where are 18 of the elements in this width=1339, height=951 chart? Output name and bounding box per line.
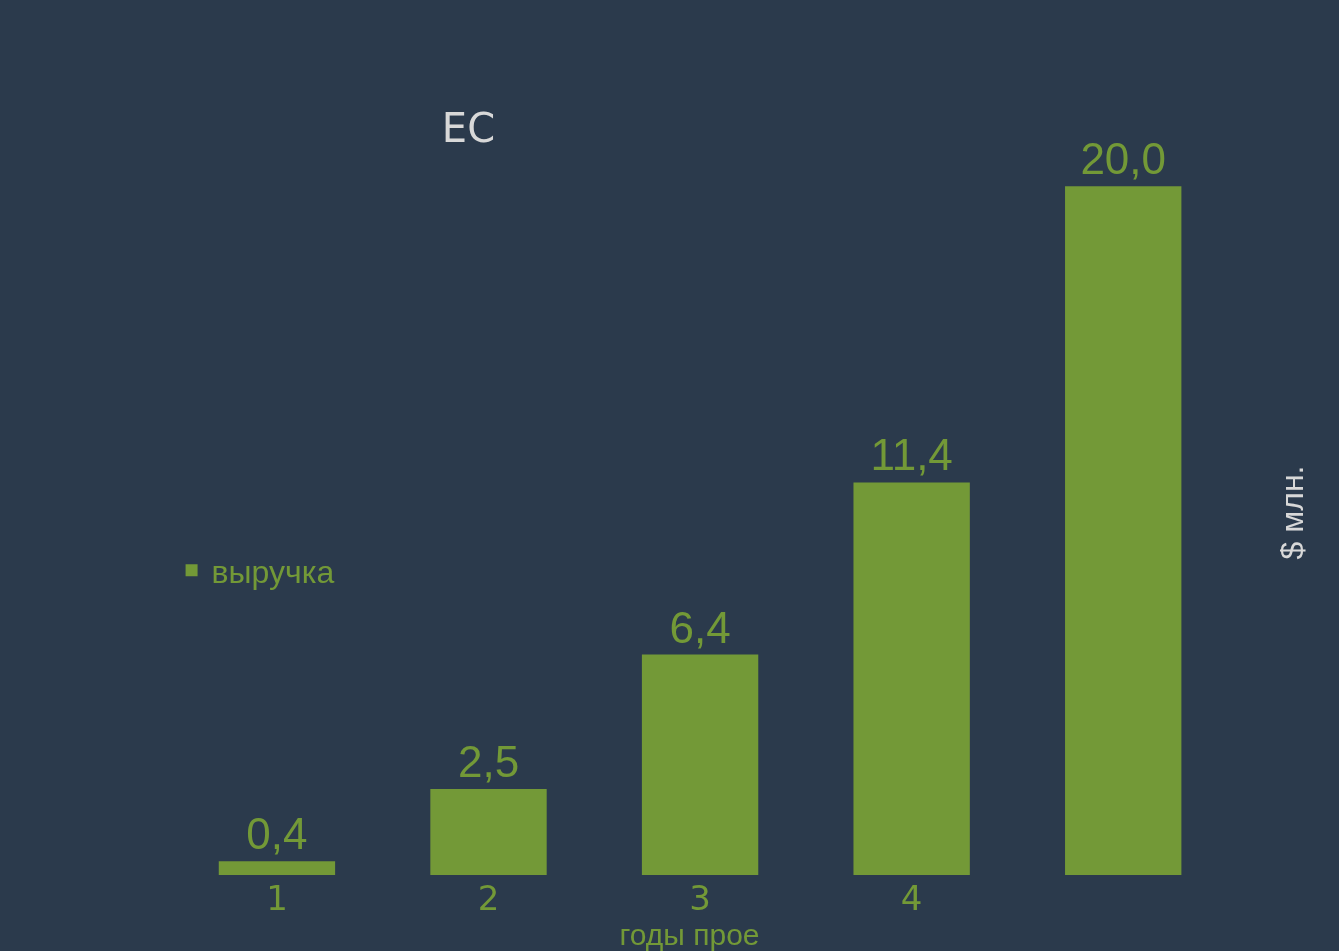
data-label: 11,4 xyxy=(870,430,953,480)
x-tick-label: 1 xyxy=(266,878,288,918)
legend-label: выручка xyxy=(211,553,335,590)
chart-title: ЕС xyxy=(441,105,496,152)
data-label: 20,0 xyxy=(1080,134,1167,184)
x-tick-label: 2 xyxy=(477,878,500,918)
bar xyxy=(1065,186,1182,875)
x-tick-label: 3 xyxy=(689,878,711,918)
data-label: 0,4 xyxy=(246,809,308,859)
data-label: 2,5 xyxy=(457,736,520,786)
bar xyxy=(430,788,547,875)
bar xyxy=(853,482,970,875)
x-axis-title: годы прое xyxy=(619,918,760,951)
bar xyxy=(218,861,336,875)
y-axis-title: $ млн. xyxy=(1274,465,1310,560)
x-tick-label: 4 xyxy=(900,878,923,918)
bar xyxy=(641,654,759,875)
data-label: 6,4 xyxy=(669,602,731,652)
